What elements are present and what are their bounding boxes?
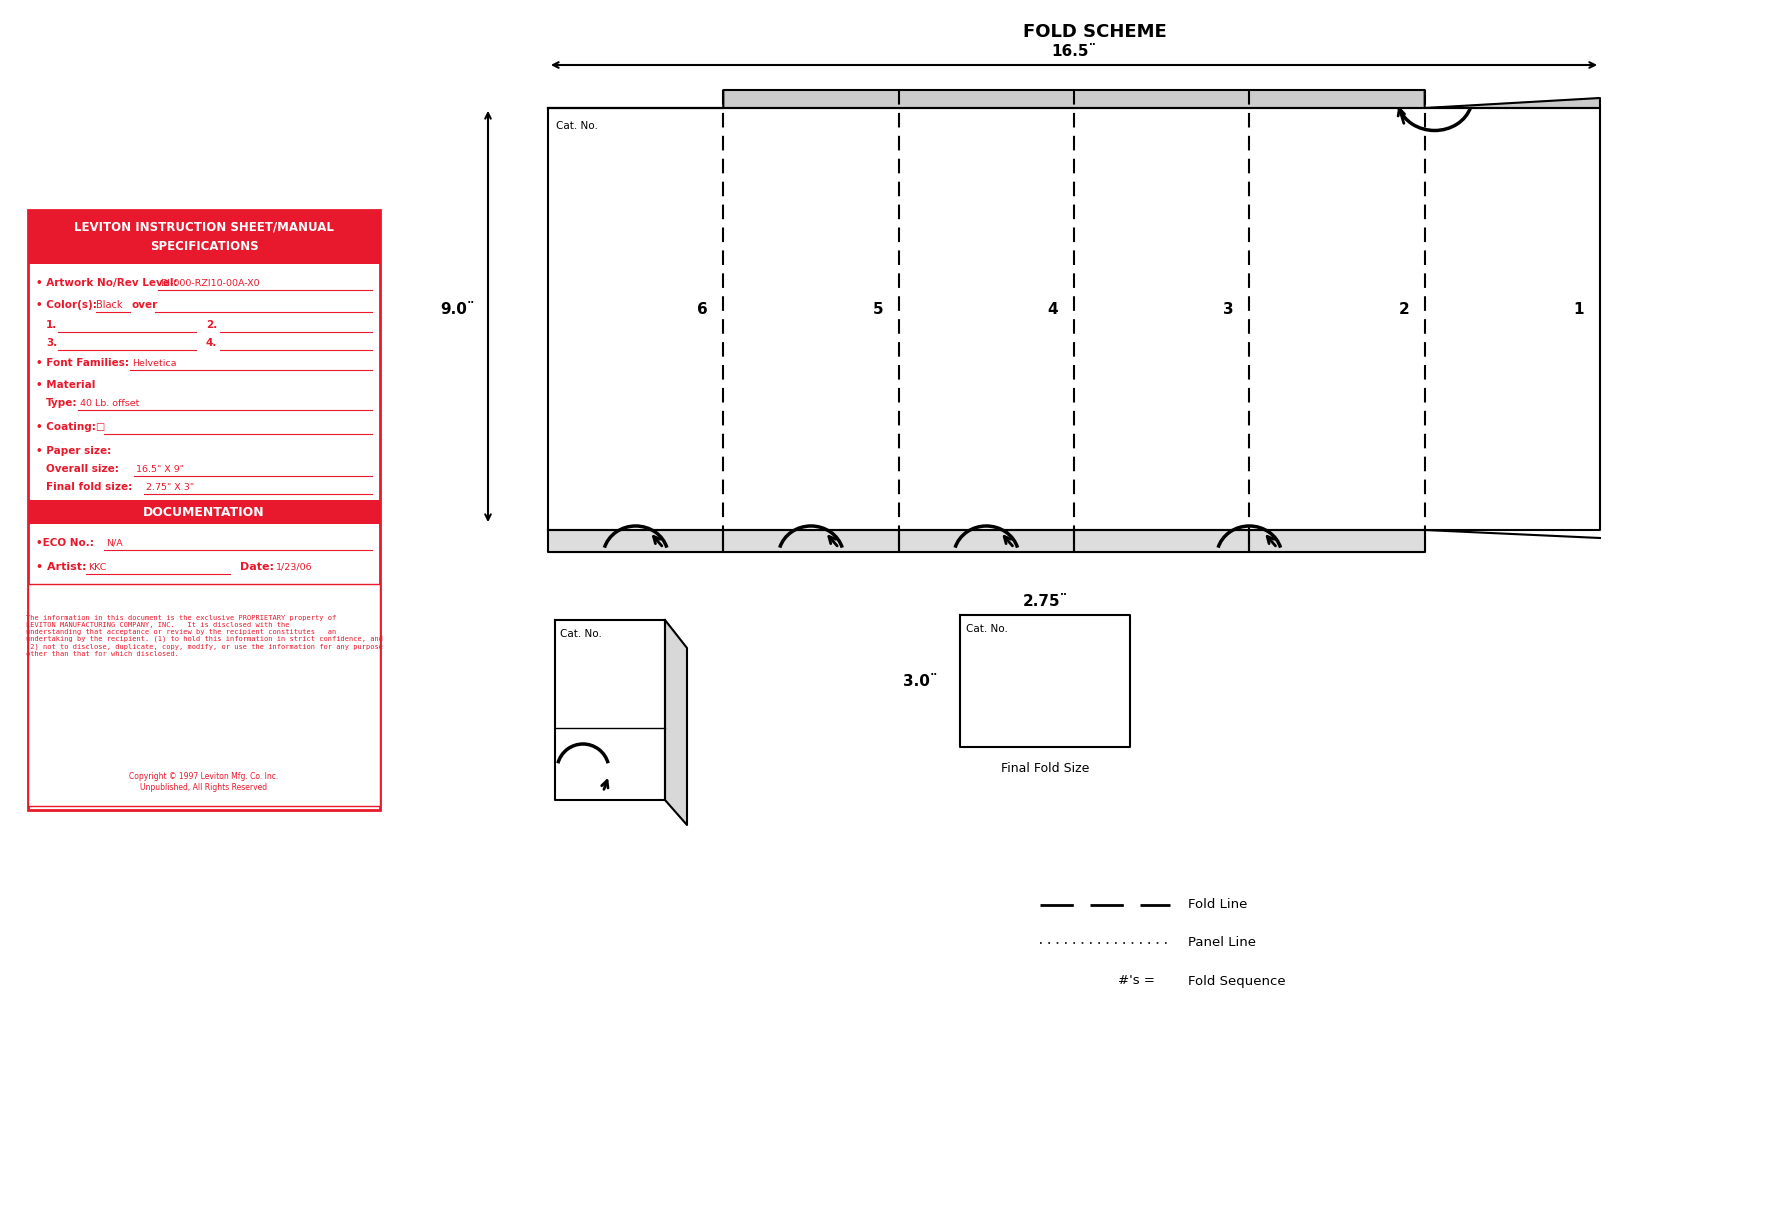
Polygon shape <box>1249 530 1424 552</box>
Text: 3: 3 <box>1222 302 1233 316</box>
Text: LEVITON INSTRUCTION SHEET/MANUAL: LEVITON INSTRUCTION SHEET/MANUAL <box>73 221 334 233</box>
Text: • Artist:: • Artist: <box>36 562 86 573</box>
Text: Cat. No.: Cat. No. <box>556 121 599 131</box>
Text: 3.: 3. <box>46 338 57 348</box>
Text: Fold Sequence: Fold Sequence <box>1188 975 1285 987</box>
Text: #'s =: #'s = <box>1119 975 1154 987</box>
Text: 2.: 2. <box>206 320 218 330</box>
Text: Cat. No.: Cat. No. <box>967 624 1008 634</box>
Text: 5: 5 <box>872 302 883 316</box>
Text: SPECIFICATIONS: SPECIFICATIONS <box>150 240 259 254</box>
Bar <box>549 108 1599 530</box>
Text: DI-000-RZI10-00A-X0: DI-000-RZI10-00A-X0 <box>161 278 259 288</box>
Text: over: over <box>132 300 159 310</box>
Text: Overall size:: Overall size: <box>46 463 120 474</box>
Text: 16.5¨: 16.5¨ <box>1051 43 1097 59</box>
Text: 40 Lb. offset: 40 Lb. offset <box>80 398 139 407</box>
Text: 16.5" X 9": 16.5" X 9" <box>136 465 184 473</box>
Text: The information in this document is the exclusive PROPRIETARY property of
LEVITO: The information in this document is the … <box>25 615 382 657</box>
Text: Final Fold Size: Final Fold Size <box>1001 763 1090 776</box>
Text: • Color(s):: • Color(s): <box>36 300 96 310</box>
Text: Type:: Type: <box>46 398 77 408</box>
Polygon shape <box>1074 530 1249 552</box>
Text: N/A: N/A <box>105 538 123 548</box>
Polygon shape <box>549 89 1599 108</box>
Text: KKC: KKC <box>88 563 107 571</box>
Polygon shape <box>724 530 899 552</box>
Bar <box>29 500 381 524</box>
Bar <box>29 584 381 805</box>
Text: □: □ <box>95 422 104 432</box>
Text: Helvetica: Helvetica <box>132 358 177 368</box>
Polygon shape <box>665 620 686 825</box>
Text: • Coating:: • Coating: <box>36 422 96 432</box>
Polygon shape <box>549 530 724 552</box>
Text: • Artwork No/Rev Level:: • Artwork No/Rev Level: <box>36 278 177 288</box>
Text: • Paper size:: • Paper size: <box>36 446 111 456</box>
Text: 4: 4 <box>1047 302 1058 316</box>
Text: 2: 2 <box>1397 302 1408 316</box>
Text: Cat. No.: Cat. No. <box>559 629 602 639</box>
Text: DOCUMENTATION: DOCUMENTATION <box>143 505 264 519</box>
Text: 9.0¨: 9.0¨ <box>441 303 475 318</box>
Text: FOLD SCHEME: FOLD SCHEME <box>1024 23 1167 40</box>
Text: 1/23/06: 1/23/06 <box>275 563 313 571</box>
Text: Fold Line: Fold Line <box>1188 899 1247 911</box>
Text: Final fold size:: Final fold size: <box>46 482 132 492</box>
Text: • Font Families:: • Font Families: <box>36 358 129 368</box>
Text: 1.: 1. <box>46 320 57 330</box>
Text: • Material: • Material <box>36 380 95 390</box>
Text: Panel Line: Panel Line <box>1188 937 1256 949</box>
Text: 4.: 4. <box>206 338 218 348</box>
Bar <box>29 210 381 810</box>
Text: 3.0¨: 3.0¨ <box>902 673 938 689</box>
Text: 2.75¨: 2.75¨ <box>1022 593 1067 608</box>
Text: 6: 6 <box>697 302 708 316</box>
Text: 2.75" X 3": 2.75" X 3" <box>147 483 195 492</box>
Polygon shape <box>899 530 1074 552</box>
Text: Copyright © 1997 Leviton Mfg. Co. Inc.
Unpublished, All Rights Reserved: Copyright © 1997 Leviton Mfg. Co. Inc. U… <box>129 772 279 792</box>
Text: Black: Black <box>96 300 123 310</box>
Text: •ECO No.:: •ECO No.: <box>36 538 95 548</box>
Bar <box>29 210 381 264</box>
Text: 1: 1 <box>1574 302 1585 316</box>
Text: Date:: Date: <box>239 562 273 573</box>
